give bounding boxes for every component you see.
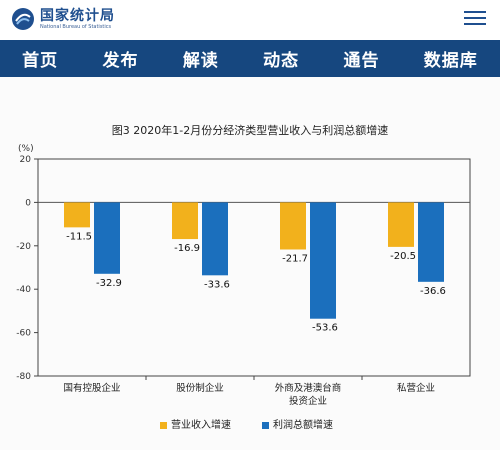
legend-item-revenue: 营业收入增速: [160, 416, 231, 431]
y-tick-label: -20: [16, 242, 31, 252]
legend-swatch-revenue: [160, 421, 167, 429]
x-category-label: 国有控股企业: [63, 382, 120, 394]
x-category-label: 外商及港澳台商: [275, 382, 342, 394]
bar-profit: [418, 202, 444, 282]
nav-notice[interactable]: 通告: [343, 51, 380, 71]
legend-label-revenue: 营业收入增速: [171, 420, 231, 431]
y-tick-label: 0: [25, 198, 31, 208]
legend-item-profit: 利润总额增速: [262, 416, 333, 431]
y-tick-label: -60: [16, 329, 31, 339]
nav-home[interactable]: 首页: [22, 51, 59, 71]
menu-line: [464, 11, 486, 13]
data-label-revenue: -21.7: [282, 253, 308, 264]
nav-release[interactable]: 发布: [102, 51, 139, 71]
x-category-label: 私营企业: [397, 382, 435, 394]
bar-revenue: [64, 202, 90, 228]
bar-revenue: [388, 202, 414, 247]
nav-news[interactable]: 动态: [263, 51, 300, 71]
chart-title: 图3 2020年1-2月份分经济类型营业收入与利润总额增速: [111, 124, 389, 137]
legend-swatch-profit: [262, 421, 269, 429]
logo-title[interactable]: 国家统计局: [40, 8, 115, 24]
hamburger-menu-icon[interactable]: [464, 8, 486, 28]
data-label-profit: -53.6: [312, 323, 338, 334]
bar-profit: [202, 202, 228, 276]
bar-revenue: [280, 202, 306, 250]
nav-interpretation[interactable]: 解读: [182, 51, 219, 71]
main-nav: 首页 发布 解读 动态 通告 数据库: [0, 40, 500, 77]
data-label-revenue: -20.5: [390, 251, 416, 262]
legend-label-profit: 利润总额增速: [273, 420, 333, 431]
y-tick-label: 20: [20, 155, 32, 165]
data-label-profit: -32.9: [96, 278, 122, 289]
data-label-revenue: -16.9: [174, 243, 200, 254]
bar-revenue: [172, 202, 198, 240]
y-tick-label: -80: [16, 372, 31, 382]
data-label-revenue: -11.5: [66, 231, 92, 242]
x-category-label: 股份制企业: [176, 382, 224, 394]
bar-profit: [94, 202, 120, 274]
content-area: [0, 77, 500, 450]
bar-profit: [310, 202, 336, 319]
menu-line: [464, 23, 486, 25]
x-category-label: 投资企业: [289, 395, 327, 407]
data-label-profit: -36.6: [420, 286, 446, 297]
menu-line: [464, 17, 486, 19]
top-header: 国家统计局 National Bureau of Statistics: [0, 0, 500, 40]
nbs-emblem-icon[interactable]: [11, 7, 35, 31]
chart-legend: 营业收入增速 利润总额增速: [0, 416, 500, 432]
data-label-profit: -33.6: [204, 279, 230, 290]
y-tick-label: -40: [16, 285, 31, 295]
nav-database[interactable]: 数据库: [423, 51, 478, 71]
y-axis-unit: (%): [18, 144, 34, 154]
logo-subtitle: National Bureau of Statistics: [40, 24, 112, 30]
